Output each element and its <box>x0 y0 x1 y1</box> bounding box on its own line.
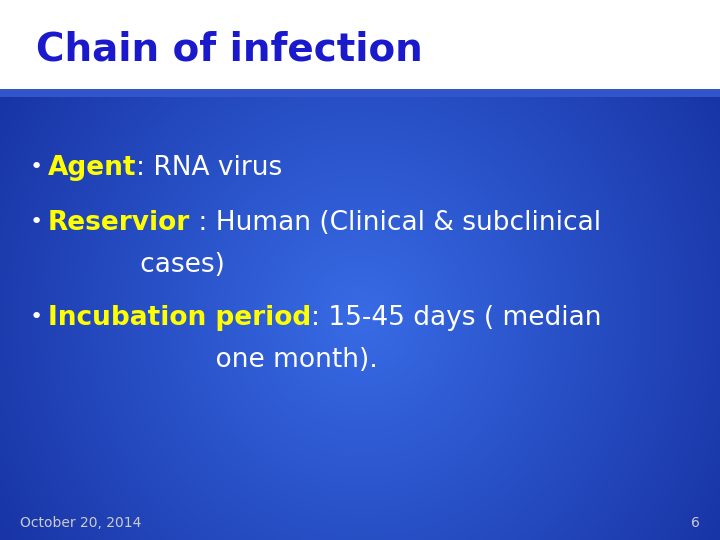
Text: •: • <box>30 157 43 177</box>
Text: •: • <box>30 307 43 327</box>
Text: Agent: Agent <box>48 155 137 181</box>
Text: Chain of infection: Chain of infection <box>36 30 423 68</box>
Text: : Human (Clinical & subclinical: : Human (Clinical & subclinical <box>190 210 601 236</box>
Text: : RNA virus: : RNA virus <box>137 155 283 181</box>
Text: one month).: one month). <box>48 347 378 373</box>
Text: October 20, 2014: October 20, 2014 <box>20 516 141 530</box>
Text: Incubation period: Incubation period <box>48 305 311 331</box>
Text: : 15-45 days ( median: : 15-45 days ( median <box>311 305 602 331</box>
Text: 6: 6 <box>691 516 700 530</box>
Text: cases): cases) <box>48 252 225 278</box>
Bar <box>0 89 720 97</box>
Text: Reservior: Reservior <box>48 210 190 236</box>
Bar <box>0 0 720 94</box>
Text: •: • <box>30 212 43 232</box>
